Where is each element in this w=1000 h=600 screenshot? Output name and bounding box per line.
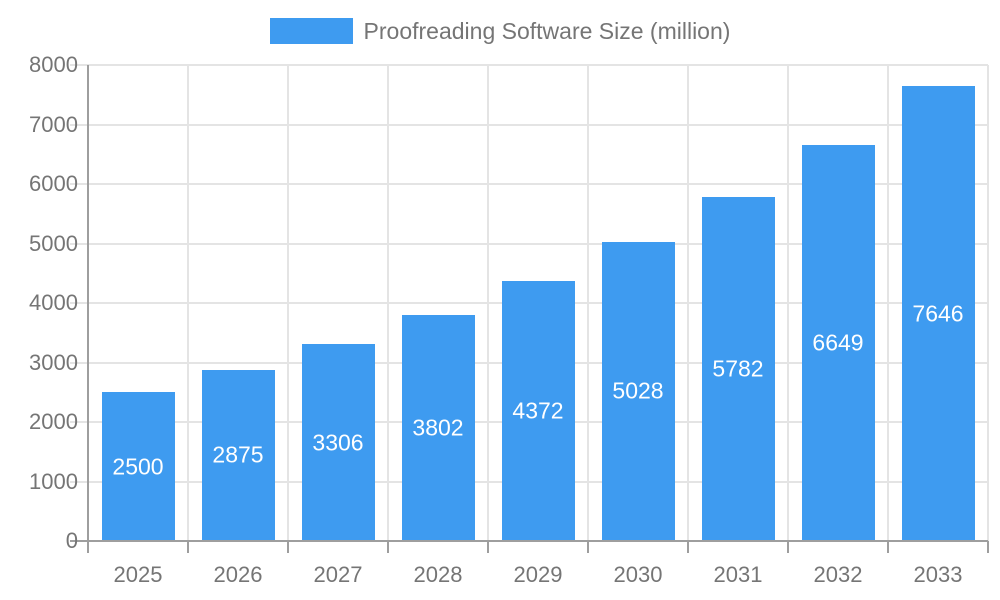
legend-swatch bbox=[269, 18, 353, 44]
v-gridline bbox=[987, 65, 989, 541]
bar-value-label: 4372 bbox=[512, 397, 564, 424]
v-gridline bbox=[887, 65, 889, 541]
x-axis-tick-label: 2030 bbox=[613, 562, 663, 587]
bar-value-label: 2875 bbox=[212, 441, 264, 468]
v-gridline bbox=[487, 65, 489, 541]
bar[interactable]: 5028 bbox=[601, 241, 675, 541]
bar[interactable]: 4372 bbox=[501, 280, 575, 541]
v-gridline bbox=[187, 65, 189, 541]
x-axis-tick-label: 2032 bbox=[813, 562, 863, 587]
bar-value-label: 2500 bbox=[112, 453, 164, 480]
y-axis-tick-label: 7000 bbox=[29, 111, 78, 137]
v-gridline bbox=[587, 65, 589, 541]
x-axis-tick-label: 2027 bbox=[313, 562, 363, 587]
h-gridline bbox=[70, 183, 988, 185]
bar-value-label: 3802 bbox=[412, 414, 464, 441]
x-axis-tick bbox=[587, 541, 589, 553]
y-axis-tick-label: 0 bbox=[65, 528, 78, 553]
x-axis-tick-label: 2033 bbox=[913, 562, 963, 587]
bar-value-label: 6649 bbox=[812, 329, 864, 356]
y-axis-tick-label: 8000 bbox=[29, 52, 78, 77]
v-gridline bbox=[687, 65, 689, 541]
bar-value-label: 5028 bbox=[612, 377, 664, 404]
v-gridline bbox=[787, 65, 789, 541]
bar-value-label: 7646 bbox=[912, 300, 964, 327]
bar-value-label: 5782 bbox=[712, 355, 764, 382]
y-axis-tick-label: 4000 bbox=[29, 290, 78, 315]
bar[interactable]: 2875 bbox=[201, 369, 275, 541]
x-axis-tick bbox=[487, 541, 489, 553]
x-axis-tick-label: 2031 bbox=[713, 562, 763, 587]
x-axis-line bbox=[70, 540, 988, 542]
x-axis-tick bbox=[787, 541, 789, 553]
legend[interactable]: Proofreading Software Size (million) bbox=[0, 18, 1000, 44]
h-gridline bbox=[70, 242, 988, 245]
bar[interactable]: 3306 bbox=[301, 344, 375, 541]
legend-label: Proofreading Software Size (million) bbox=[363, 18, 731, 44]
x-axis-tick-label: 2028 bbox=[413, 562, 463, 587]
bar[interactable]: 6649 bbox=[801, 145, 875, 541]
x-axis-tick bbox=[687, 541, 689, 553]
y-axis-tick-label: 5000 bbox=[29, 230, 78, 256]
h-gridline bbox=[70, 123, 988, 126]
y-axis-tick-label: 2000 bbox=[29, 409, 78, 434]
x-axis-tick-label: 2025 bbox=[113, 562, 163, 587]
bar[interactable]: 5782 bbox=[701, 196, 775, 541]
v-gridline bbox=[387, 65, 389, 541]
bar[interactable]: 2500 bbox=[101, 392, 175, 541]
x-axis-tick bbox=[287, 541, 289, 553]
x-axis-tick bbox=[987, 541, 989, 553]
y-axis-tick-label: 1000 bbox=[29, 468, 78, 494]
h-gridline bbox=[70, 64, 988, 66]
bar[interactable]: 3802 bbox=[401, 314, 475, 541]
x-axis-tick bbox=[387, 541, 389, 553]
bar-value-label: 3306 bbox=[312, 429, 364, 456]
x-axis-tick bbox=[887, 541, 889, 553]
x-axis-tick-label: 2029 bbox=[513, 562, 563, 587]
v-gridline bbox=[287, 65, 289, 541]
y-axis-line bbox=[87, 65, 89, 553]
x-axis-tick bbox=[187, 541, 189, 553]
x-axis-tick bbox=[87, 541, 89, 553]
x-axis-tick-label: 2026 bbox=[213, 562, 263, 587]
y-axis-tick-label: 3000 bbox=[29, 349, 78, 375]
bar[interactable]: 7646 bbox=[901, 86, 975, 541]
y-axis-tick-label: 6000 bbox=[29, 171, 78, 196]
